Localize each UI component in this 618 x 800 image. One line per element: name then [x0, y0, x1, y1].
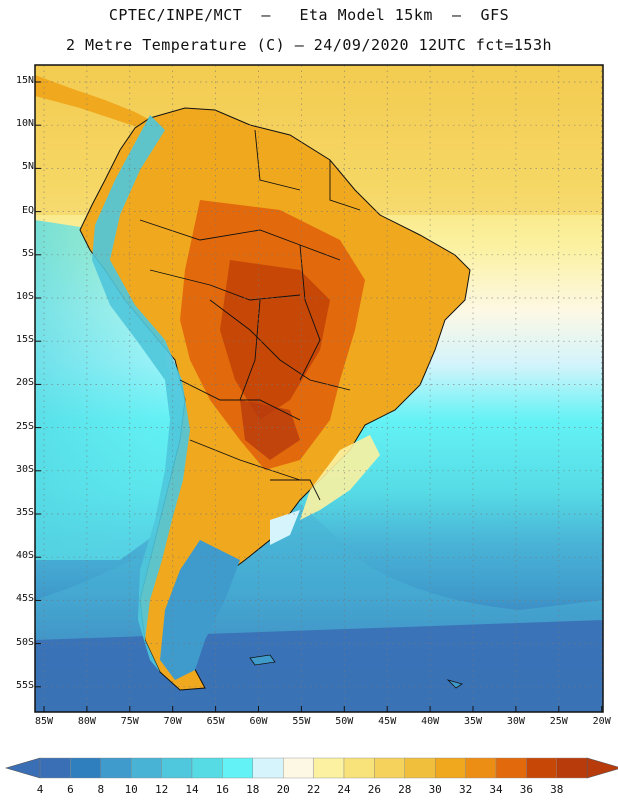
lon-label: 20W	[592, 716, 611, 727]
lon-label: 35W	[463, 716, 483, 727]
lat-label: 15S	[15, 334, 34, 346]
colorbar-swatch	[70, 757, 102, 779]
colorbar-swatch	[39, 757, 71, 779]
colorbar-high-arrow	[586, 757, 618, 779]
colorbar-swatch	[404, 757, 436, 779]
lon-label: 65W	[206, 716, 225, 727]
colorbar-label: 28	[398, 783, 412, 796]
lon-label: 85W	[34, 716, 54, 727]
colorbar-low-arrow	[4, 757, 41, 779]
colorbar-label: 32	[458, 783, 473, 796]
colorbar-label: 20	[276, 783, 290, 796]
lon-label: 50W	[335, 716, 354, 727]
colorbar-swatch	[283, 757, 314, 779]
lat-label: 10N	[15, 118, 34, 130]
lat-label: 15N	[15, 75, 34, 86]
colorbar-label: 24	[337, 783, 351, 796]
lon-label: 80W	[77, 716, 96, 727]
andes-cool-band	[92, 115, 190, 672]
title-line-2: 2 Metre Temperature (C) – 24/09/2020 12U…	[65, 36, 553, 54]
colorbar-label: 8	[97, 783, 105, 796]
colorbar-label: 26	[367, 783, 382, 796]
colorbar-swatch	[465, 757, 497, 779]
lat-label: EQ	[21, 204, 34, 216]
colorbar-swatch	[222, 757, 253, 779]
lat-label: 30S	[15, 463, 34, 475]
lon-label: 60W	[249, 716, 268, 727]
lat-label: 5N	[21, 161, 34, 173]
colorbar-label: 4	[36, 783, 44, 796]
temperature-map	[34, 64, 604, 713]
lon-label: 70W	[163, 716, 182, 727]
colorbar	[4, 757, 618, 779]
colorbar-swatch	[495, 757, 527, 779]
lon-label: 55W	[292, 716, 311, 727]
central-america-land	[35, 75, 150, 128]
title-line-1: CPTEC/INPE/MCT – Eta Model 15km – GFS	[108, 6, 510, 24]
lat-label: 10S	[15, 291, 34, 302]
lat-label: 25S	[15, 420, 34, 432]
lon-label: 25W	[549, 716, 568, 727]
lon-label: 30W	[506, 716, 525, 727]
colorbar-swatch	[313, 757, 345, 779]
colorbar-swatch	[556, 757, 588, 779]
colorbar-swatch	[252, 757, 284, 779]
lat-label: 55S	[15, 679, 34, 691]
colorbar-label: 36	[519, 783, 534, 796]
colorbar-swatch	[343, 757, 375, 779]
map-frame	[34, 64, 604, 713]
colorbar-label: 34	[489, 783, 503, 796]
lon-label: 75W	[120, 716, 139, 727]
colorbar-label: 38	[550, 783, 564, 796]
colorbar-label: 18	[246, 783, 260, 796]
lat-label: 35S	[15, 507, 34, 518]
colorbar-label: 30	[428, 783, 442, 796]
colorbar-label: 12	[154, 783, 169, 796]
colorbar-swatch	[130, 757, 162, 779]
colorbar-swatch	[161, 757, 193, 779]
colorbar-label: 6	[67, 783, 74, 796]
lat-label: 5S	[21, 247, 34, 259]
colorbar-label: 22	[306, 783, 321, 796]
lat-label: 40S	[15, 550, 34, 562]
colorbar-swatch	[374, 757, 405, 779]
colorbar-label: 10	[124, 783, 138, 796]
colorbar-swatch	[526, 757, 558, 779]
colorbar-label: 14	[185, 783, 199, 796]
lat-label: 20S	[15, 377, 34, 389]
colorbar-swatch	[100, 757, 132, 779]
lon-label: 40W	[421, 716, 440, 727]
lat-label: 50S	[15, 636, 34, 648]
lon-label: 45W	[378, 716, 397, 727]
colorbar-label: 16	[215, 783, 230, 796]
colorbar-swatch	[435, 757, 466, 779]
lat-label: 45S	[15, 593, 34, 605]
colorbar-swatch	[191, 757, 223, 779]
